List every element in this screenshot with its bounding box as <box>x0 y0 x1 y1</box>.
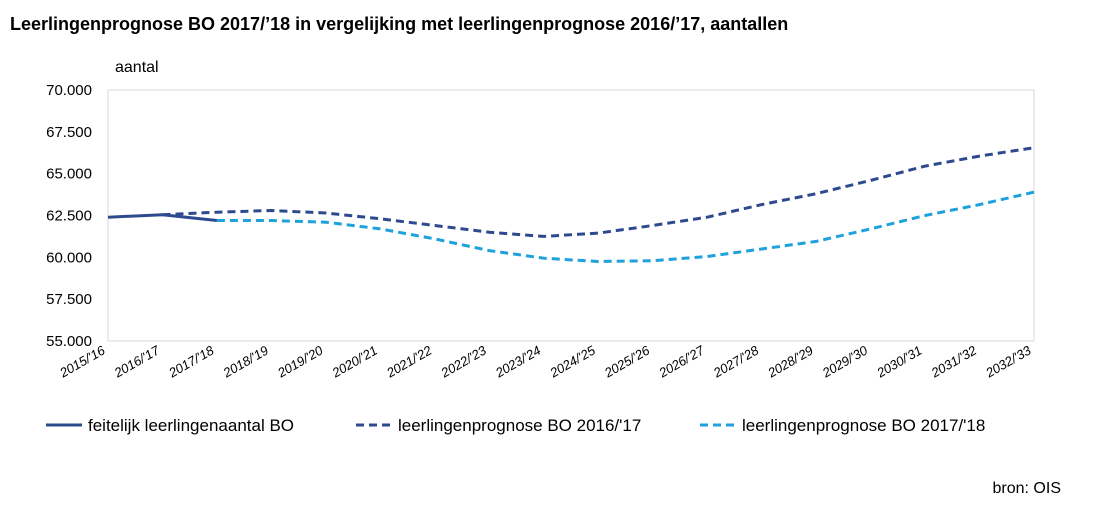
x-tick-label: 2025/'26 <box>601 342 653 381</box>
x-tick-label: 2026/'27 <box>655 342 707 381</box>
x-tick-label: 2030/'31 <box>873 343 924 381</box>
series-line-2 <box>162 146 1035 238</box>
y-tick-label: 67.500 <box>46 124 92 141</box>
series-line-1 <box>107 213 218 222</box>
x-tick-label: 2017/'18 <box>165 342 217 381</box>
x-tick-label: 2016/'17 <box>111 342 163 381</box>
y-tick-label: 60.000 <box>46 249 92 266</box>
x-tick-label: 2021/'22 <box>383 342 435 381</box>
plot-area <box>107 89 1035 342</box>
series-line-3 <box>216 190 1035 263</box>
legend-label: leerlingenprognose BO 2017/'18 <box>742 416 985 435</box>
x-tick-label: 2023/'24 <box>492 343 543 381</box>
source-note: bron: OIS <box>992 480 1061 497</box>
x-tick-label: 2019/'20 <box>274 342 326 381</box>
x-tick-label: 2032/'33 <box>982 342 1034 381</box>
x-tick-label: 2020/'21 <box>329 343 380 381</box>
x-tick-label: 2024/'25 <box>547 342 599 381</box>
y-tick-label: 55.000 <box>46 333 92 350</box>
x-tick-label: 2018/'19 <box>220 343 271 381</box>
legend-label: leerlingenprognose BO 2016/'17 <box>398 416 641 435</box>
y-axis-label: aantal <box>115 59 159 76</box>
chart-title: Leerlingenprognose BO 2017/’18 in vergel… <box>10 14 789 34</box>
y-tick-label: 57.500 <box>46 291 92 308</box>
y-tick-label: 70.000 <box>46 82 92 99</box>
y-tick-label: 65.000 <box>46 166 92 183</box>
y-tick-label: 62.500 <box>46 208 92 225</box>
x-tick-label: 2028/'29 <box>764 343 815 381</box>
x-tick-label: 2027/'28 <box>710 342 762 381</box>
x-tick-label: 2029/'30 <box>819 342 871 381</box>
legend-label: feitelijk leerlingenaantal BO <box>88 416 294 435</box>
x-tick-label: 2031/'32 <box>928 342 980 381</box>
x-tick-label: 2022/'23 <box>438 342 490 381</box>
